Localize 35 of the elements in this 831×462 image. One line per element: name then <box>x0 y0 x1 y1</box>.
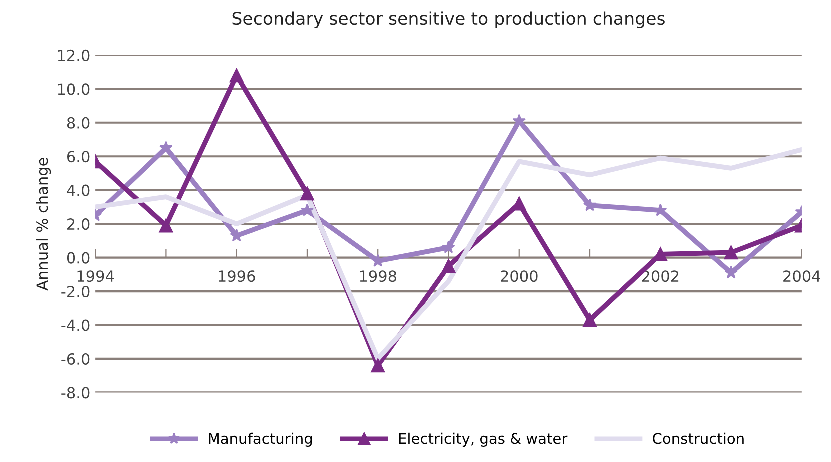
legend-label: Construction <box>653 432 744 444</box>
x-tick-label: 2004 <box>784 270 820 282</box>
point <box>230 68 244 83</box>
y-tick-label: 0.0 <box>67 252 90 264</box>
point <box>371 358 386 373</box>
x-tick-label: 1996 <box>219 270 256 282</box>
legend-label: Electricity, gas & water <box>399 432 568 448</box>
point <box>230 228 244 242</box>
y-tick-label: -6.0 <box>62 353 90 365</box>
point <box>300 186 314 201</box>
point <box>583 313 597 328</box>
y-tick-label: -8.0 <box>62 387 90 399</box>
chart-title: Secondary sector sensitive to production changes <box>232 12 665 28</box>
y-tick-label: -2.0 <box>62 286 90 298</box>
legend-label: Manufacturing <box>209 432 312 448</box>
y-tick-label: -4.0 <box>62 320 90 332</box>
point <box>442 240 456 254</box>
point <box>442 259 456 274</box>
x-tick-label: 2000 <box>501 270 538 282</box>
point <box>654 204 668 216</box>
point <box>159 218 174 233</box>
y-tick-label: 12.0 <box>58 50 90 62</box>
y-tick-label: 4.0 <box>67 184 90 196</box>
y-tick-label: 2.0 <box>68 218 90 230</box>
point <box>583 198 597 212</box>
x-tick-label: 1998 <box>360 270 396 282</box>
point <box>724 266 738 279</box>
y-tick-label: 6.0 <box>67 151 90 163</box>
point <box>300 204 314 216</box>
point <box>724 246 738 260</box>
y-tick-label: 8.0 <box>67 117 90 129</box>
x-tick-label: 2002 <box>642 270 679 282</box>
y-axis-title: Annual % change <box>36 158 52 291</box>
x-tick-label: 1994 <box>78 270 114 282</box>
y-tick-label: 10.0 <box>58 84 90 96</box>
